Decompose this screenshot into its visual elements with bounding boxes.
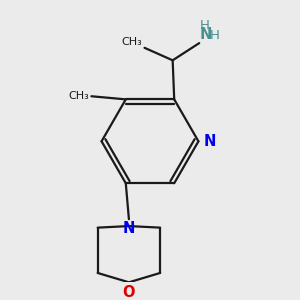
Text: H: H xyxy=(200,19,210,32)
Text: N: N xyxy=(200,28,212,43)
Text: O: O xyxy=(123,285,135,300)
Text: N: N xyxy=(204,134,216,149)
Text: CH₃: CH₃ xyxy=(121,37,142,47)
Text: CH₃: CH₃ xyxy=(68,91,89,101)
Text: H: H xyxy=(210,29,220,43)
Text: N: N xyxy=(123,221,135,236)
